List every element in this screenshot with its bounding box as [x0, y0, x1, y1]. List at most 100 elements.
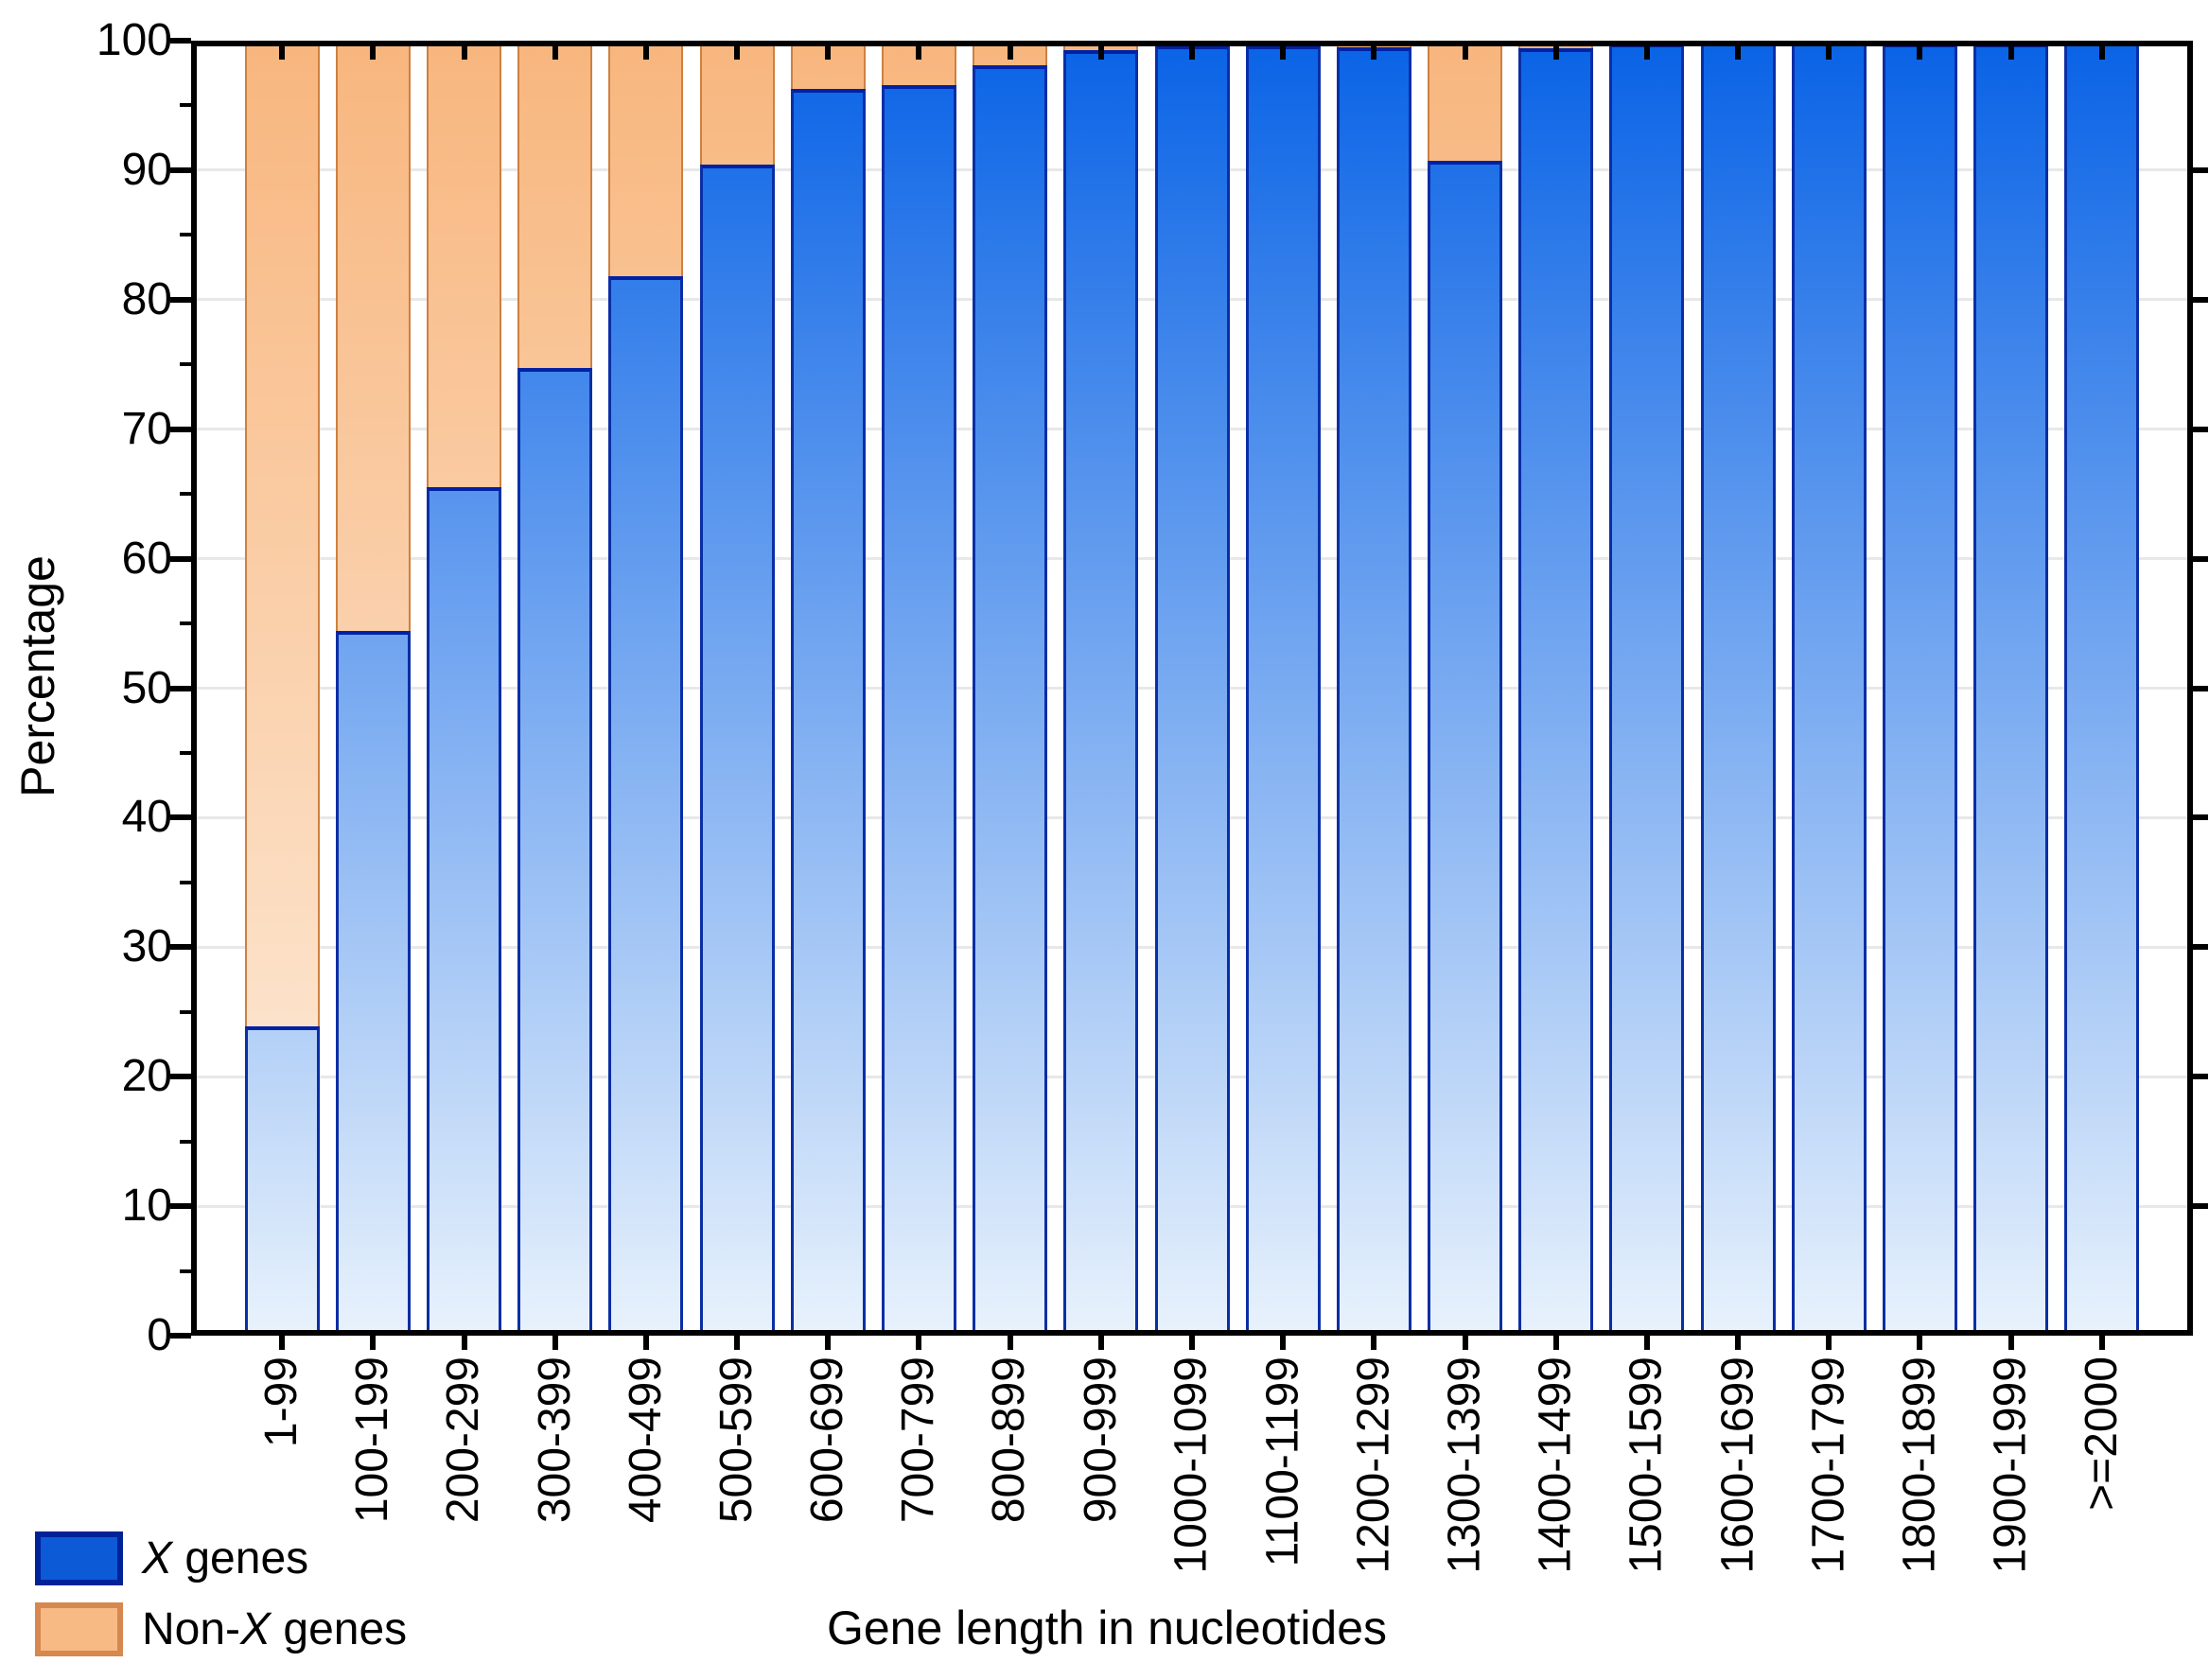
non-x-genes-segment-1300-1399 [1428, 41, 1503, 162]
x-axis-tick-label-900-999: 900-999 [1075, 1356, 1126, 1524]
x-axis-bottom-tick-1300-1399 [1462, 1336, 1468, 1350]
y-axis-right-tick-10 [2193, 1203, 2208, 1210]
y-axis-major-tick-80 [170, 296, 191, 303]
y-axis-major-tick-90 [170, 166, 191, 173]
x-genes-segment-1100-1199 [1245, 45, 1321, 1336]
non-x-genes-segment-300-399 [517, 41, 593, 369]
y-axis-tick-label-10: 10 [121, 1181, 172, 1232]
x-axis-tick-label-1300-1399: 1300-1399 [1439, 1356, 1490, 1574]
y-axis-right-tick-40 [2193, 814, 2208, 821]
x-axis-tick-label-1600-1699: 1600-1699 [1712, 1356, 1763, 1574]
x-axis-bottom-tick-1100-1199 [1280, 1336, 1287, 1350]
y-axis-major-tick-70 [170, 426, 191, 432]
x-axis-tick-label-100-199: 100-199 [347, 1356, 398, 1524]
x-genes-segment-1700-1799 [1791, 42, 1867, 1336]
x-genes-segment-200-299 [427, 487, 502, 1336]
y-axis-minor-tick-35 [180, 880, 191, 884]
x-axis-top-tick-1400-1499 [1552, 46, 1559, 60]
x-axis-tick-label->=2000: >=2000 [2076, 1356, 2127, 1511]
x-axis-top-tick-1300-1399 [1462, 46, 1468, 60]
x-genes-segment-1500-1599 [1609, 43, 1685, 1336]
y-axis-major-tick-100 [170, 38, 191, 44]
x-axis-bottom-tick-1900-1999 [2007, 1336, 2014, 1350]
x-genes-segment-1900-1999 [1973, 43, 2049, 1336]
y-axis-right-tick-90 [2193, 166, 2208, 173]
x-axis-bottom-tick-700-799 [916, 1336, 922, 1350]
y-axis-minor-tick-45 [180, 750, 191, 755]
x-axis-bottom-tick-200-299 [461, 1336, 467, 1350]
x-axis-tick-label-600-699: 600-699 [802, 1356, 853, 1524]
x-genes-segment-1200-1299 [1336, 46, 1411, 1336]
x-genes-segment-1600-1699 [1700, 42, 1776, 1336]
x-axis-top-tick-1500-1599 [1643, 46, 1650, 60]
x-axis-top-tick-1000-1099 [1189, 46, 1195, 60]
x-axis-top-tick-1600-1699 [1735, 46, 1742, 60]
x-axis-tick-label-1700-1799: 1700-1799 [1803, 1356, 1854, 1574]
x-axis-top-tick-1-99 [279, 46, 286, 60]
x-axis-bottom-tick-1200-1299 [1371, 1336, 1377, 1350]
x-axis-top-tick-1900-1999 [2007, 46, 2014, 60]
x-axis-bottom-tick-1800-1899 [1917, 1336, 1923, 1350]
y-axis-minor-tick-95 [180, 103, 191, 108]
x-axis-bottom-tick-600-699 [825, 1336, 832, 1350]
x-genes-swatch [35, 1531, 123, 1585]
non-x-genes-label-em: X [240, 1604, 272, 1654]
non-x-genes-segment-500-599 [699, 41, 775, 166]
x-axis-bottom-tick-1700-1799 [1826, 1336, 1832, 1350]
y-axis-minor-tick-25 [180, 1009, 191, 1014]
x-axis-top-tick-1100-1199 [1280, 46, 1287, 60]
x-axis-bottom-tick-1400-1499 [1552, 1336, 1559, 1350]
x-genes-segment-300-399 [517, 368, 593, 1336]
x-axis-tick-label-300-399: 300-399 [529, 1356, 580, 1524]
x-axis-tick-label-1800-1899: 1800-1899 [1894, 1356, 1945, 1574]
x-genes-segment-800-899 [973, 65, 1048, 1336]
x-axis-top-tick-1200-1299 [1371, 46, 1377, 60]
x-genes-segment-500-599 [699, 165, 775, 1336]
x-axis-top-tick-1700-1799 [1826, 46, 1832, 60]
y-axis-tick-label-50: 50 [121, 662, 172, 713]
non-x-genes-swatch [35, 1602, 123, 1656]
non-x-genes-label-prefix: Non- [142, 1604, 241, 1654]
x-axis-tick-label-1100-1199: 1100-1199 [1257, 1356, 1308, 1567]
x-genes-segment-1300-1399 [1428, 161, 1503, 1336]
x-axis-tick-label-1400-1499: 1400-1499 [1530, 1356, 1581, 1574]
x-axis-top-tick-700-799 [916, 46, 922, 60]
x-genes-segment-1000-1099 [1154, 45, 1230, 1336]
x-axis-top-tick-800-899 [1007, 46, 1013, 60]
y-axis-tick-label-30: 30 [121, 921, 172, 972]
y-axis-right-tick-30 [2193, 944, 2208, 951]
x-axis-bottom-tick-800-899 [1007, 1336, 1013, 1350]
x-genes-label-rest: genes [172, 1533, 309, 1584]
y-axis-right-tick-50 [2193, 685, 2208, 691]
x-axis-bottom-tick-300-399 [552, 1336, 558, 1350]
x-axis-tick-label-500-599: 500-599 [711, 1356, 763, 1524]
x-axis-tick-label-400-499: 400-499 [620, 1356, 671, 1524]
x-genes-segment-100-199 [335, 631, 411, 1336]
x-genes-segment-1-99 [244, 1025, 320, 1336]
non-x-genes-segment-100-199 [335, 41, 411, 632]
y-axis-minor-tick-85 [180, 233, 191, 237]
y-axis-major-tick-0 [170, 1333, 191, 1339]
x-genes-segment->=2000 [2064, 42, 2140, 1336]
x-axis-top-tick-300-399 [552, 46, 558, 60]
x-axis-top-tick-200-299 [461, 46, 467, 60]
y-axis-right-tick-60 [2193, 555, 2208, 562]
x-genes-segment-1400-1499 [1518, 48, 1594, 1336]
y-axis-tick-label-60: 60 [121, 533, 172, 584]
non-x-genes-segment-400-499 [608, 41, 684, 277]
x-axis-tick-label-1000-1099: 1000-1099 [1166, 1356, 1217, 1574]
x-axis-bottom-tick->=2000 [2098, 1336, 2105, 1350]
x-axis-tick-label-700-799: 700-799 [893, 1356, 944, 1524]
non-x-genes-segment-1-99 [244, 41, 320, 1026]
x-axis-top-tick-600-699 [825, 46, 832, 60]
y-axis-right-tick-70 [2193, 426, 2208, 432]
x-axis-tick-label-1900-1999: 1900-1999 [1985, 1356, 2036, 1574]
x-axis-top-tick-500-599 [734, 46, 741, 60]
x-axis-bottom-tick-1-99 [279, 1336, 286, 1350]
x-axis-bottom-tick-400-499 [642, 1336, 649, 1350]
x-axis-tick-label-800-899: 800-899 [984, 1356, 1035, 1524]
y-axis-major-tick-50 [170, 685, 191, 691]
y-axis-major-tick-20 [170, 1074, 191, 1080]
x-axis-bottom-tick-1000-1099 [1189, 1336, 1195, 1350]
